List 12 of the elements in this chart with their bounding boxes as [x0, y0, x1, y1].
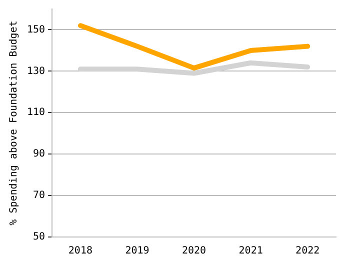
y-axis-title: % Spending above Foundation Budget [8, 20, 20, 226]
y-tick-label: 150 [27, 24, 46, 36]
y-tick-label: 110 [27, 107, 46, 118]
y-tick-label: 70 [33, 190, 46, 202]
y-tick-label: 130 [27, 66, 46, 77]
x-tick-label: 2021 [238, 246, 263, 257]
x-tick-label: 2019 [125, 246, 150, 257]
x-tick-label: 2018 [68, 246, 92, 257]
x-tick-label: 2022 [296, 246, 320, 257]
y-tick-label: 50 [33, 232, 46, 243]
y-tick-label: 90 [33, 148, 46, 160]
x-tick-label: 2020 [182, 246, 206, 257]
